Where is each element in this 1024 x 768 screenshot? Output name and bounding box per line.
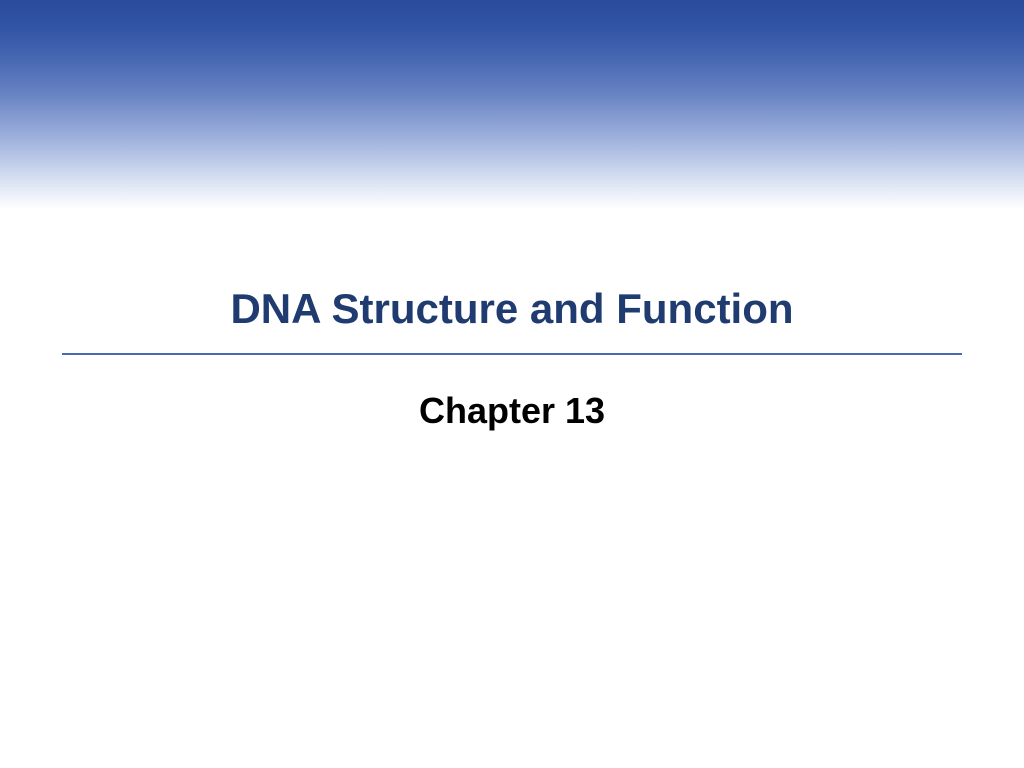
slide-title: DNA Structure and Function xyxy=(62,285,962,333)
slide-subtitle: Chapter 13 xyxy=(62,390,962,432)
header-gradient-banner xyxy=(0,0,1024,210)
slide-content: DNA Structure and Function Chapter 13 xyxy=(0,285,1024,432)
title-divider xyxy=(62,353,962,355)
